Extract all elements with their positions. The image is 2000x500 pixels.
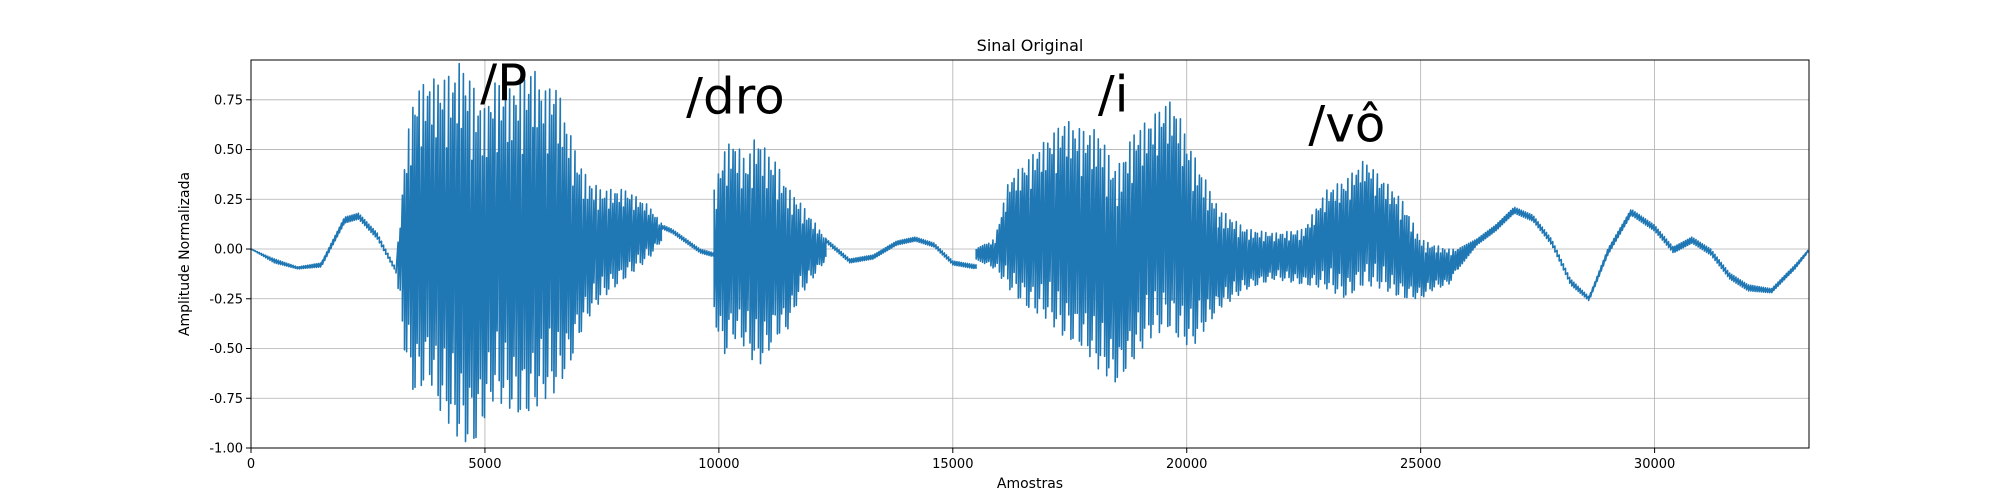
y-axis-ticks: -1.00 -0.75 -0.50 -0.25 0.00 0.25 0.50 0.75	[209, 93, 251, 457]
x-tick-label: 20000	[1166, 457, 1207, 472]
waveform-segment	[661, 225, 715, 257]
x-axis-label: Amostras	[997, 476, 1063, 492]
waveform-series	[250, 62, 1809, 443]
x-tick-label: 5000	[468, 457, 501, 472]
y-tick-label: 0.50	[214, 143, 243, 158]
x-tick-label: 15000	[932, 457, 973, 472]
annotations: /P/dro/i/vô	[480, 54, 1385, 154]
waveform-segment	[1218, 160, 1459, 308]
chart-title: Sinal Original	[977, 36, 1084, 55]
waveform-segment	[825, 236, 977, 270]
waveform-segment	[1457, 206, 1809, 302]
y-tick-label: 0.25	[214, 193, 243, 208]
x-tick-label: 0	[247, 457, 255, 472]
waveform-segment	[975, 101, 1220, 383]
x-axis-ticks: 0 5000 10000 15000 20000 25000 30000	[247, 448, 1675, 472]
y-tick-label: 0.75	[214, 93, 243, 108]
waveform-segment	[713, 139, 827, 365]
plot-frame	[250, 59, 1810, 449]
y-axis-label: Amplitude Normalizada	[177, 172, 193, 336]
y-tick-label: -0.50	[209, 342, 243, 357]
waveform-segment	[250, 212, 395, 270]
syllable-annotation: /i	[1098, 66, 1129, 124]
syllable-annotation: /P	[480, 54, 527, 112]
y-tick-label: 0.00	[214, 243, 243, 258]
x-tick-label: 25000	[1400, 457, 1441, 472]
y-tick-label: -0.75	[209, 392, 243, 407]
y-tick-label: -0.25	[209, 292, 243, 307]
x-tick-label: 30000	[1634, 457, 1675, 472]
y-tick-label: -1.00	[209, 442, 243, 457]
x-tick-label: 10000	[698, 457, 739, 472]
waveform-segment	[395, 62, 663, 443]
syllable-annotation: /dro	[686, 68, 785, 126]
syllable-annotation: /vô	[1308, 96, 1385, 154]
